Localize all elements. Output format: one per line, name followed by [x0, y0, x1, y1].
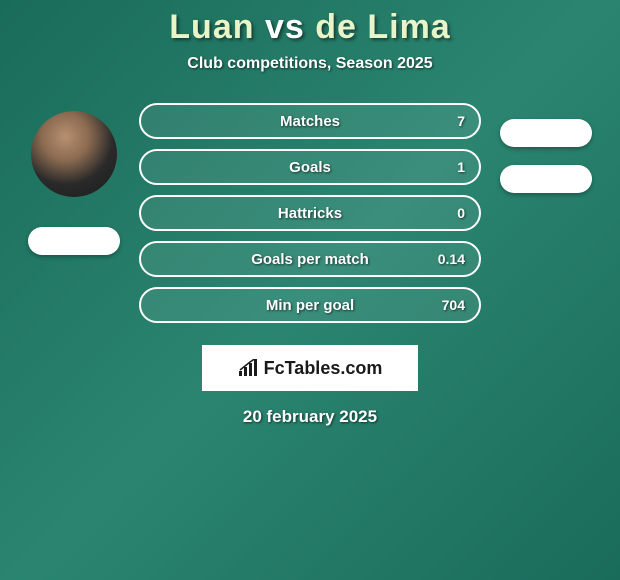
brand-badge[interactable]: FcTables.com	[202, 345, 418, 391]
stat-label: Goals	[289, 159, 331, 176]
player2-stat-pill	[500, 119, 592, 147]
stat-bar-gpm: Goals per match 0.14	[139, 241, 481, 277]
stats-column: Matches 7 Goals 1 Hattricks 0 Goals per …	[139, 103, 481, 323]
stat-value-right: 1	[457, 159, 465, 175]
player2-stat-pill	[500, 165, 592, 193]
player1-name: Luan	[169, 8, 254, 46]
subtitle: Club competitions, Season 2025	[187, 55, 432, 73]
stat-bar-mpg: Min per goal 704	[139, 287, 481, 323]
comparison-card: Luan vs de Lima Club competitions, Seaso…	[0, 0, 620, 427]
date-text: 20 february 2025	[243, 407, 377, 427]
stat-value-right: 7	[457, 113, 465, 129]
page-title: Luan vs de Lima	[169, 8, 450, 47]
bar-chart-icon	[238, 359, 260, 377]
player1-stat-pill	[28, 227, 120, 255]
vs-separator: vs	[265, 8, 305, 46]
left-player-column	[19, 103, 129, 255]
right-player-column	[491, 103, 601, 193]
stat-value-right: 0	[457, 205, 465, 221]
stat-label: Hattricks	[278, 205, 342, 222]
stat-label: Matches	[280, 113, 340, 130]
avatar-image-placeholder	[31, 111, 117, 197]
stat-bar-goals: Goals 1	[139, 149, 481, 185]
main-row: Matches 7 Goals 1 Hattricks 0 Goals per …	[0, 103, 620, 323]
stat-bar-matches: Matches 7	[139, 103, 481, 139]
stat-label: Goals per match	[251, 251, 369, 268]
stat-bar-hattricks: Hattricks 0	[139, 195, 481, 231]
stat-value-right: 704	[442, 297, 465, 313]
player2-name: de Lima	[315, 8, 450, 46]
brand-text: FcTables.com	[264, 358, 383, 379]
stat-value-right: 0.14	[438, 251, 465, 267]
stat-label: Min per goal	[266, 297, 354, 314]
player1-avatar	[31, 111, 117, 197]
